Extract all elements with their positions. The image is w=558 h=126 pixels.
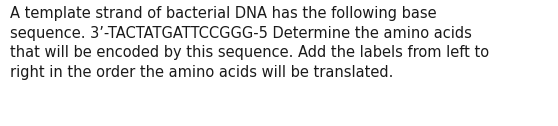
Text: A template strand of bacterial DNA has the following base
sequence. 3’-TACTATGAT: A template strand of bacterial DNA has t… <box>10 6 489 80</box>
